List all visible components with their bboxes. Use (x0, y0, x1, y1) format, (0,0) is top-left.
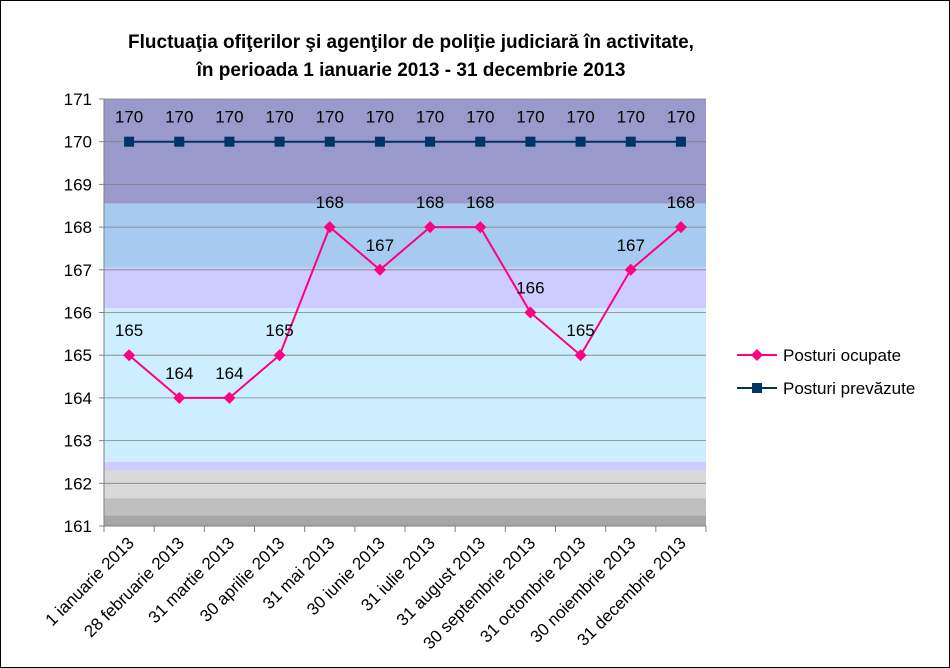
data-point (474, 221, 487, 234)
data-label: 168 (416, 193, 444, 212)
data-label: 164 (215, 364, 243, 383)
y-tick-label: 165 (64, 346, 92, 365)
y-tick-label: 170 (64, 133, 92, 152)
data-label: 170 (366, 108, 394, 127)
data-label: 170 (667, 108, 695, 127)
legend-label: Posturi prevăzute (783, 379, 915, 398)
y-tick-label: 162 (64, 474, 92, 493)
data-label: 167 (617, 236, 645, 255)
background-bands (104, 99, 706, 526)
data-label: 170 (566, 108, 594, 127)
data-label: 170 (316, 108, 344, 127)
data-label: 164 (165, 364, 193, 383)
y-tick-label: 164 (64, 389, 92, 408)
data-labels-layer: 165 164 164 165 168 167 168 168 166 165 167 168 170 1… (115, 108, 695, 383)
chart-title-line-1: Fluctuaţia ofiţerilor şi agenţilor de po… (128, 32, 694, 53)
x-tick-label: 31 august 2013 (393, 533, 489, 629)
data-point (224, 136, 235, 147)
data-point (374, 136, 385, 147)
data-point (574, 349, 587, 362)
data-point (625, 136, 636, 147)
data-label: 170 (617, 108, 645, 127)
background-band (104, 267, 706, 309)
data-point (624, 263, 637, 276)
legend-marker (751, 349, 763, 361)
data-label: 165 (566, 321, 594, 340)
data-label: 170 (215, 108, 243, 127)
x-tick-label: 1 ianuarie 2013 (42, 533, 138, 629)
data-point (124, 136, 135, 147)
y-tick-label: 163 (64, 432, 92, 451)
data-label: 170 (516, 108, 544, 127)
data-point (223, 391, 236, 404)
axes (99, 98, 707, 532)
data-label: 170 (416, 108, 444, 127)
y-tick-label: 168 (64, 218, 92, 237)
y-tick-label: 161 (64, 517, 92, 536)
data-point (123, 349, 136, 362)
data-point (525, 136, 536, 147)
background-band (104, 470, 706, 484)
background-band (104, 203, 706, 268)
chart-title-line-2: în perioada 1 ianuarie 2013 - 31 decembr… (196, 60, 626, 81)
y-axis-tick-labels: 161 162 163 164 165 166 167 168 169 170 171 (64, 90, 92, 536)
data-point (475, 136, 486, 147)
background-band (104, 99, 706, 204)
data-point (373, 263, 386, 276)
background-band (104, 515, 706, 526)
y-tick-label: 171 (64, 90, 92, 109)
data-label: 166 (516, 279, 544, 298)
legend: Posturi ocupate Posturi prevăzute (737, 346, 915, 398)
chart-title: Fluctuaţia ofiţerilor şi agenţilor de po… (61, 29, 761, 85)
data-label: 170 (466, 108, 494, 127)
data-label: 165 (265, 321, 293, 340)
data-point (675, 136, 686, 147)
legend-label: Posturi ocupate (783, 346, 901, 365)
data-label: 168 (466, 193, 494, 212)
legend-marker (752, 383, 762, 393)
data-point (324, 136, 335, 147)
background-band (104, 483, 706, 499)
background-band (104, 308, 706, 462)
data-point (424, 221, 437, 234)
data-label: 168 (667, 193, 695, 212)
data-point (425, 136, 436, 147)
data-point (274, 136, 285, 147)
data-point (323, 221, 336, 234)
data-label: 170 (115, 108, 143, 127)
data-point (575, 136, 586, 147)
data-label: 170 (165, 108, 193, 127)
x-tick-label: 31 martie 2013 (145, 533, 239, 627)
data-label: 168 (316, 193, 344, 212)
background-band (104, 498, 706, 516)
data-point (174, 136, 185, 147)
data-label: 170 (265, 108, 293, 127)
series-layer (123, 136, 687, 404)
data-point (674, 221, 687, 234)
series-line (128, 225, 682, 399)
background-band (104, 461, 706, 471)
data-point (273, 349, 286, 362)
data-point (524, 306, 537, 319)
y-tick-label: 169 (64, 175, 92, 194)
data-label: 165 (115, 321, 143, 340)
data-label: 167 (366, 236, 394, 255)
data-point (173, 391, 186, 404)
y-tick-label: 167 (64, 261, 92, 280)
y-tick-label: 166 (64, 304, 92, 323)
